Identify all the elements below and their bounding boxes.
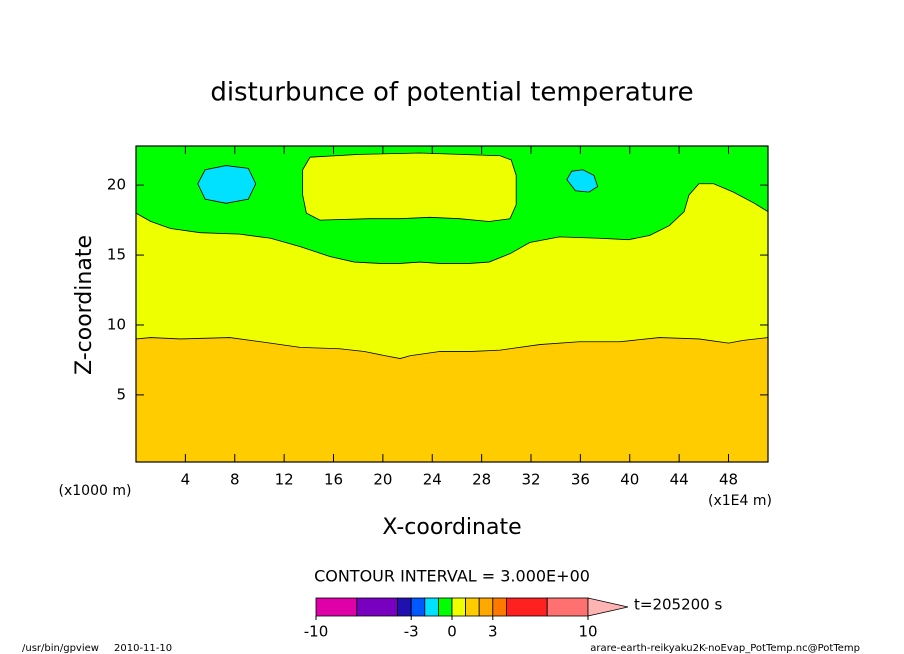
x-tick-label: 12: [275, 471, 294, 489]
colorbar-tick-label: -3: [404, 623, 419, 641]
x-tick-label: 44: [670, 471, 689, 489]
x-tick-label: 28: [472, 471, 491, 489]
colorbar-segment: [424, 597, 439, 617]
x-unit-left: (x1000 m): [59, 483, 132, 499]
x-tick-label: 24: [423, 471, 442, 489]
colorbar-extension: [587, 597, 629, 617]
colorbar-tick-label: 10: [578, 623, 597, 641]
chart-title: disturbunce of potential temperature: [210, 78, 693, 108]
colorbar-tick-label: 3: [488, 623, 498, 641]
footer-source: arare-earth-reikyaku2K-noEvap_PotTemp.nc…: [590, 643, 860, 654]
colorbar-segment: [410, 597, 426, 617]
colorbar-segment: [505, 597, 548, 617]
x-unit-right: (x1E4 m): [708, 493, 772, 509]
colorbar-segment: [546, 597, 589, 617]
y-tick-label: 20: [107, 176, 126, 194]
colorbar-segment: [315, 597, 358, 617]
footer-program: /usr/bin/gpview: [22, 643, 99, 654]
colorbar-segment: [356, 597, 398, 617]
x-tick-label: 40: [620, 471, 639, 489]
colorbar-segment: [397, 597, 412, 617]
colorbar-tick-label: 0: [447, 623, 457, 641]
contour-region: [566, 169, 599, 193]
contour-interval: CONTOUR INTERVAL = 3.000E+00: [314, 567, 590, 586]
x-tick-label: 16: [324, 471, 343, 489]
y-tick-label: 10: [107, 315, 126, 333]
y-axis-label: Z-coordinate: [72, 235, 97, 375]
x-tick-label: 48: [719, 471, 738, 489]
x-tick-label: 36: [571, 471, 590, 489]
contour-region: [197, 165, 257, 204]
footer-date: 2010-11-10: [114, 643, 172, 654]
colorbar-segment: [465, 597, 480, 617]
y-tick-label: 5: [116, 385, 126, 403]
colorbar-segment: [437, 597, 453, 617]
colorbar-segment: [492, 597, 507, 617]
colorbar-segment: [478, 597, 494, 617]
colorbar-tick-label: -10: [304, 623, 329, 641]
x-tick-label: 32: [521, 471, 540, 489]
time-label: t=205200 s: [634, 596, 722, 614]
x-tick-label: 20: [373, 471, 392, 489]
x-tick-label: 8: [230, 471, 240, 489]
colorbar-segment: [451, 597, 467, 617]
y-tick-label: 15: [107, 246, 126, 264]
x-axis-label: X-coordinate: [382, 515, 521, 540]
contour-region: [302, 152, 517, 222]
contour-region: [135, 337, 769, 463]
x-tick-label: 4: [181, 471, 191, 489]
plot-frame: [135, 145, 769, 463]
